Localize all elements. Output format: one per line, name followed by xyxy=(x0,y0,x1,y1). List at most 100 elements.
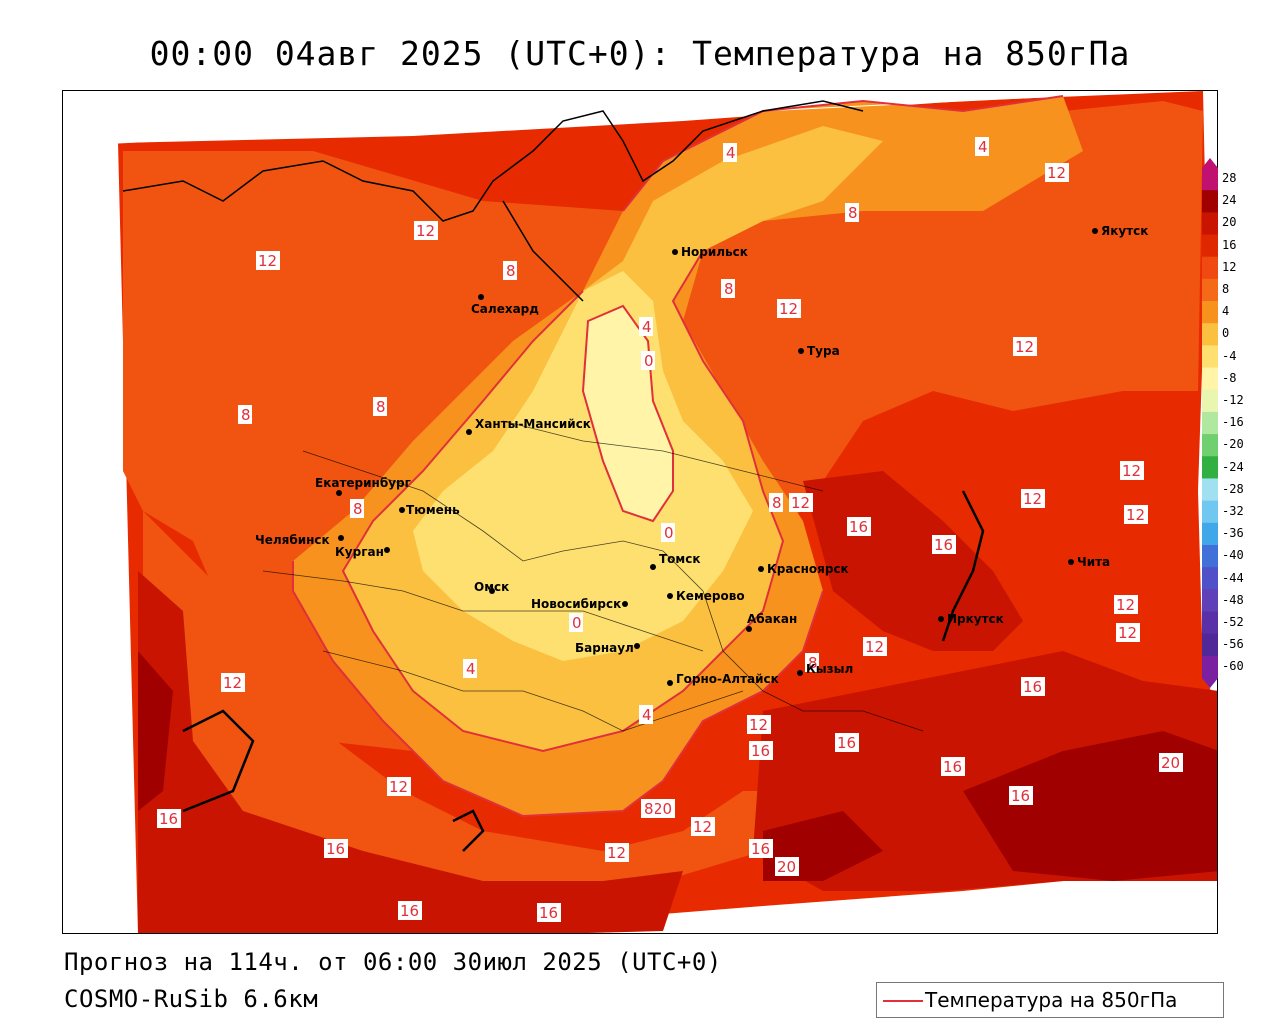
orange-lower xyxy=(143,511,783,891)
isotherm-label: 4 xyxy=(975,137,989,156)
svg-text:8: 8 xyxy=(241,406,251,424)
isotherm-label: 12 xyxy=(863,637,887,656)
isotherm-label: 16 xyxy=(398,901,422,920)
colorbar-segment xyxy=(1202,544,1218,568)
colorbar-tick-label: -8 xyxy=(1222,370,1237,385)
isotherm-label: 20 xyxy=(775,857,799,876)
svg-text:16: 16 xyxy=(326,840,345,858)
svg-text:16: 16 xyxy=(539,904,558,922)
colorbar-segment xyxy=(1202,456,1218,479)
colorbar-segment xyxy=(1202,500,1218,524)
svg-text:12: 12 xyxy=(1023,490,1042,508)
svg-text:8: 8 xyxy=(353,500,363,518)
svg-text:12: 12 xyxy=(1126,506,1145,524)
isotherm-label: 12 xyxy=(1124,505,1148,524)
isotherm-label: 4 xyxy=(639,705,653,724)
isotherm-label: 12 xyxy=(1116,623,1140,642)
svg-text:12: 12 xyxy=(865,638,884,656)
city-marker: Екатеринбург xyxy=(315,476,411,496)
model-name: COSMO-RuSib 6.6км xyxy=(64,985,319,1013)
colorbar-tick-label: 16 xyxy=(1222,237,1237,252)
svg-text:16: 16 xyxy=(837,734,856,752)
colorbar-tick-label: -24 xyxy=(1222,459,1244,474)
svg-text:Чита: Чита xyxy=(1077,555,1110,569)
svg-text:Екатеринбург: Екатеринбург xyxy=(315,476,411,490)
svg-text:16: 16 xyxy=(159,810,178,828)
city-marker: Новосибирск xyxy=(531,597,628,611)
svg-text:12: 12 xyxy=(693,818,712,836)
svg-text:20: 20 xyxy=(1161,754,1180,772)
map-title: 00:00 04авг 2025 (UTC+0): Температура на… xyxy=(149,34,1131,73)
svg-text:12: 12 xyxy=(749,716,768,734)
city-marker: Иркутск xyxy=(938,612,1004,626)
isotherm-label: 12 xyxy=(221,673,245,692)
colorbar-tick-label: 28 xyxy=(1222,171,1237,185)
colorbar-tick-label: 20 xyxy=(1222,215,1237,230)
colorbar-segment xyxy=(1202,655,1218,679)
colorbar-tick-label: 24 xyxy=(1222,193,1237,208)
coastline-and-borders xyxy=(122,100,985,852)
isotherm-label: 8 xyxy=(373,397,387,416)
isotherm-label: 12 xyxy=(1013,337,1037,356)
colorbar-segment xyxy=(1202,478,1218,502)
colorbar-tick-label: -12 xyxy=(1222,393,1244,407)
zone-0 xyxy=(413,271,753,661)
colorbar-segment xyxy=(1202,278,1218,302)
isotherm-label: 16 xyxy=(324,839,348,858)
svg-text:8: 8 xyxy=(848,204,858,222)
colorbar-tick-label: -28 xyxy=(1222,481,1244,496)
isotherm-label: 20 xyxy=(1159,753,1183,772)
svg-text:8: 8 xyxy=(506,262,516,280)
city-marker: Абакан xyxy=(746,612,797,632)
isotherm-label: 16 xyxy=(835,733,859,752)
colorbar-tick-label: -48 xyxy=(1222,592,1244,607)
isotherm-label: 8 xyxy=(845,203,859,222)
isotherm-label: 8 xyxy=(503,261,517,280)
svg-text:16: 16 xyxy=(849,518,868,536)
svg-text:Якутск: Якутск xyxy=(1101,224,1148,238)
isotherm-label: 12 xyxy=(1021,489,1045,508)
isotherm-label: 16 xyxy=(749,741,773,760)
colorbar-segment xyxy=(1202,633,1218,657)
colorbar-top-arrow xyxy=(1202,158,1218,168)
colorbar-tick-label: 4 xyxy=(1222,304,1230,319)
isotherm-label: 4 xyxy=(463,659,477,678)
city-layer: Салехард Норильск Якутск Тура Ханты-Мансийск… xyxy=(255,224,1148,686)
isotherm-label: 8 xyxy=(805,653,819,672)
colorbar-tick-label: -40 xyxy=(1222,548,1244,563)
city-marker: Кызыл xyxy=(797,662,853,676)
svg-text:Тюмень: Тюмень xyxy=(406,503,460,517)
colorbar-segment xyxy=(1202,168,1218,191)
isotherm-label: 8 xyxy=(350,499,364,518)
colorbar-segment xyxy=(1202,301,1218,324)
svg-text:12: 12 xyxy=(779,300,798,318)
isotherm-label: 16 xyxy=(1009,786,1033,805)
svg-text:12: 12 xyxy=(607,844,626,862)
svg-text:16: 16 xyxy=(1011,787,1030,805)
isotherm-label: 0 xyxy=(641,351,655,370)
city-marker: Челябинск xyxy=(255,533,344,547)
svg-text:Новосибирск: Новосибирск xyxy=(531,597,621,611)
isotherm-label: 12 xyxy=(256,251,280,270)
isotherm-label: 16 xyxy=(537,903,561,922)
svg-text:20: 20 xyxy=(777,858,796,876)
domain-boundary xyxy=(117,91,1164,144)
svg-text:4: 4 xyxy=(466,660,476,678)
colorbar-segment xyxy=(1202,190,1218,213)
city-marker: Томск xyxy=(650,552,701,570)
city-marker: Курган xyxy=(335,545,390,559)
svg-text:Норильск: Норильск xyxy=(681,245,748,259)
colorbar-segment xyxy=(1202,567,1218,590)
isotherm-label: 12 xyxy=(605,843,629,862)
isotherm-label: 16 xyxy=(157,809,181,828)
isotherm-label: 20 xyxy=(651,799,675,818)
isotherm-label: 16 xyxy=(847,517,871,536)
colorbar-segment xyxy=(1202,212,1218,236)
colorbar-tick-label: -4 xyxy=(1222,348,1237,363)
isotherm-label: 4 xyxy=(639,317,653,336)
city-marker: Норильск xyxy=(672,245,748,259)
svg-text:12: 12 xyxy=(389,778,408,796)
isotherm-label: 0 xyxy=(569,613,583,632)
svg-text:Тура: Тура xyxy=(807,344,840,358)
svg-text:Кызыл: Кызыл xyxy=(806,662,853,676)
